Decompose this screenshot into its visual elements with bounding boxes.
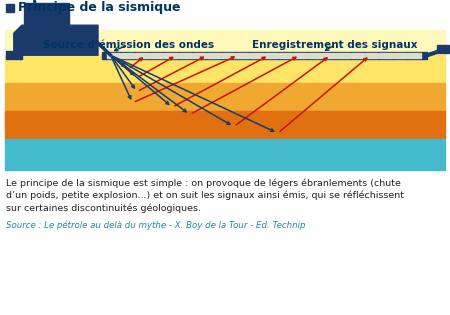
Bar <box>5 111 445 139</box>
Polygon shape <box>14 25 98 55</box>
Bar <box>164 53 178 58</box>
Bar <box>5 139 445 170</box>
Bar <box>121 53 135 58</box>
Text: Le principe de la sismique est simple : on provoque de légers ébranlements (chut: Le principe de la sismique est simple : … <box>6 178 404 213</box>
Bar <box>437 45 450 53</box>
Bar <box>408 53 421 58</box>
Bar <box>351 53 364 58</box>
Bar <box>5 55 445 83</box>
Bar <box>6 4 14 12</box>
Bar <box>250 53 264 58</box>
Bar <box>5 30 445 55</box>
Bar <box>6 51 22 59</box>
Bar <box>379 53 393 58</box>
Bar <box>150 53 163 58</box>
Bar <box>102 52 428 59</box>
Bar <box>308 53 321 58</box>
Bar <box>5 83 445 111</box>
Bar <box>135 53 149 58</box>
Bar <box>394 53 407 58</box>
Bar <box>365 53 378 58</box>
Bar <box>336 53 350 58</box>
Bar <box>193 53 206 58</box>
Polygon shape <box>24 3 69 25</box>
Text: Source : Le pétrole au delà du mythe - X. Boy de la Tour - Ed. Technip: Source : Le pétrole au delà du mythe - X… <box>6 220 306 230</box>
Text: Principe de la sismique: Principe de la sismique <box>18 1 180 14</box>
Bar <box>236 53 249 58</box>
Bar <box>107 53 120 58</box>
Bar <box>293 53 306 58</box>
Bar <box>265 53 278 58</box>
Bar <box>322 53 335 58</box>
Bar <box>179 53 192 58</box>
Bar <box>279 53 292 58</box>
Text: Enregistrement des signaux: Enregistrement des signaux <box>252 40 418 50</box>
Text: Source d’émission des ondes: Source d’émission des ondes <box>43 40 214 51</box>
Bar <box>221 53 235 58</box>
Bar <box>207 53 220 58</box>
